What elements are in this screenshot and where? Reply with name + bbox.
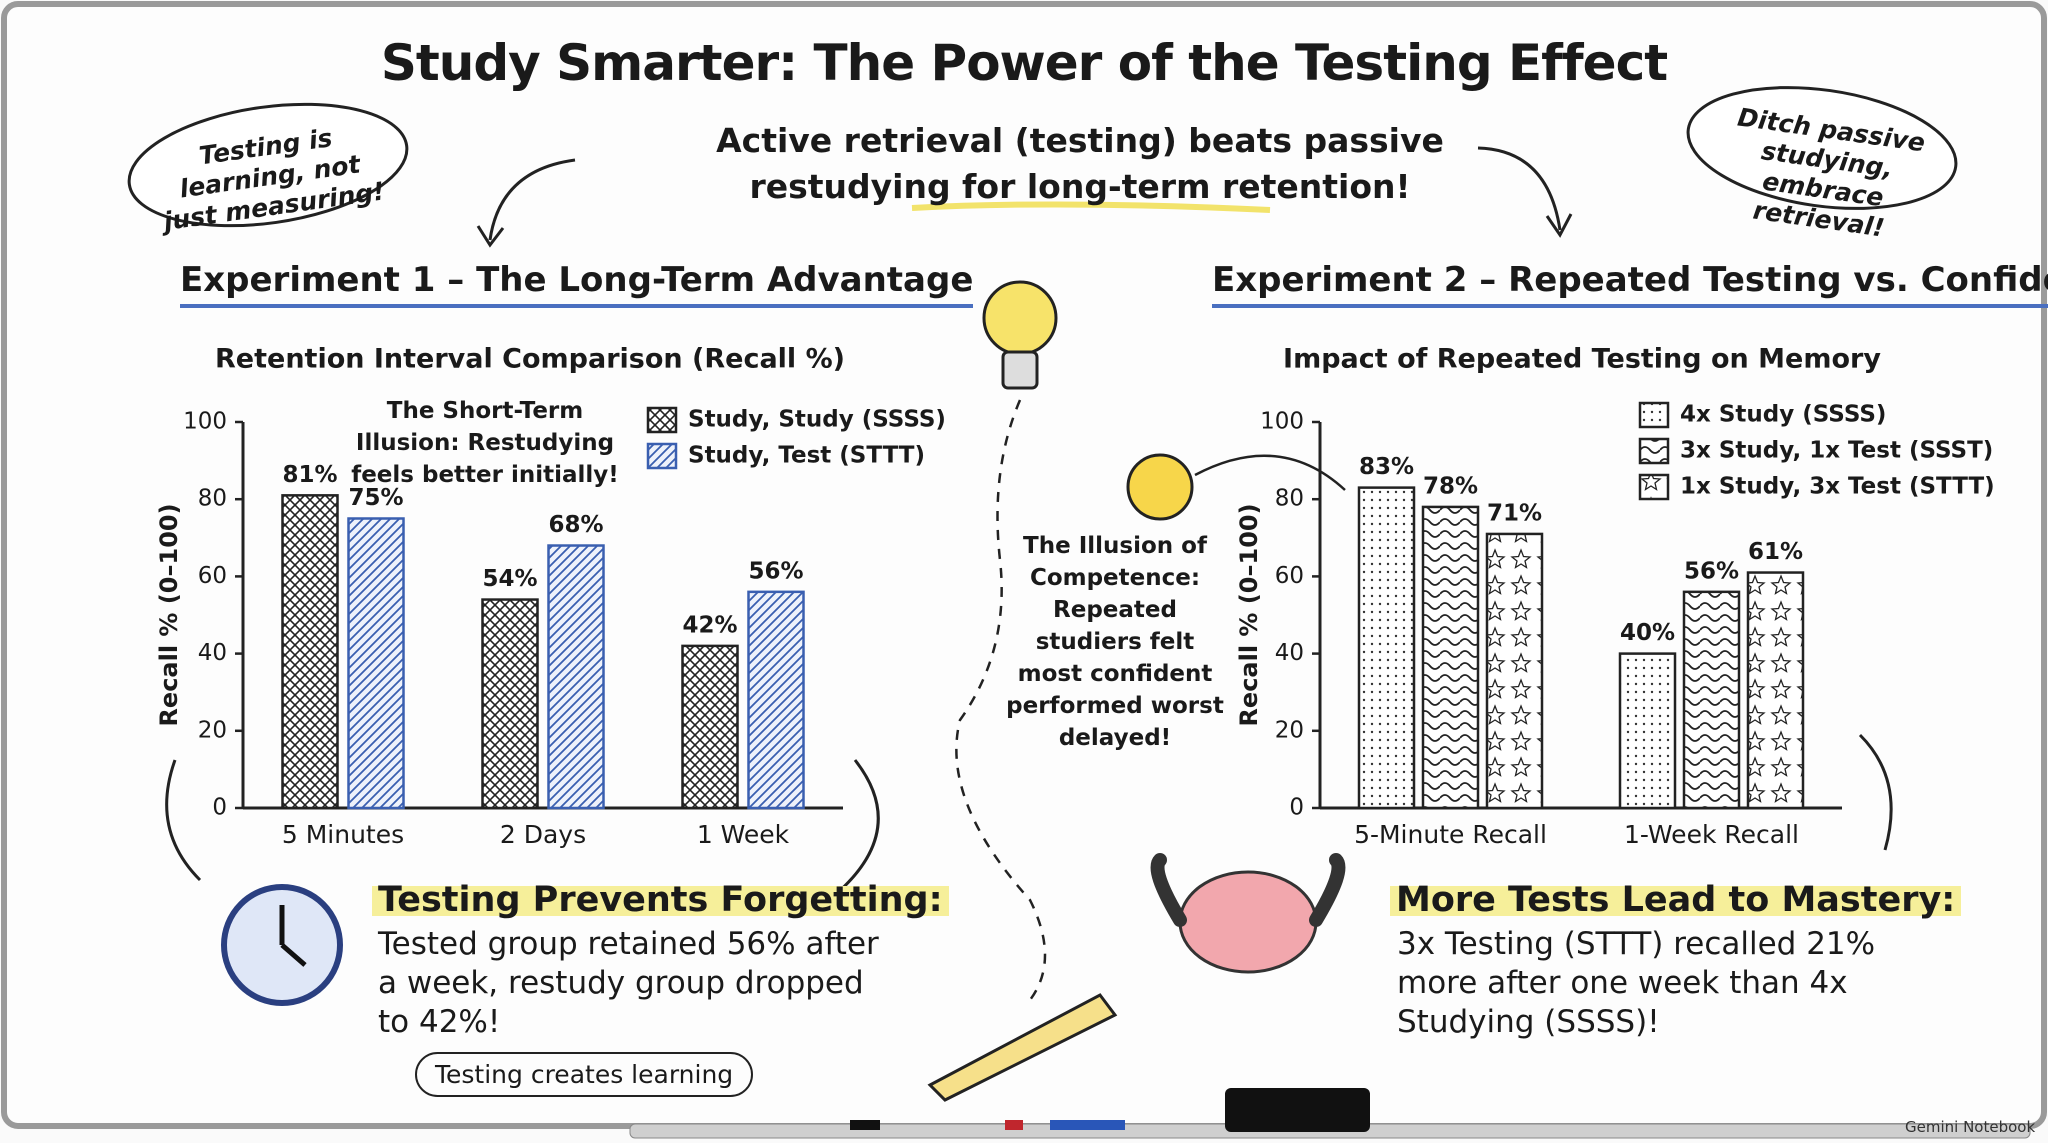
bar	[747, 590, 805, 810]
value-label: 83%	[1359, 454, 1414, 480]
takeaway-text: Tested group retained 56% after a week, …	[378, 926, 879, 1040]
bar	[1421, 505, 1480, 810]
highlight-underline	[911, 201, 1271, 213]
y-tick-label: 100	[1260, 409, 1304, 435]
y-tick-label: 20	[1275, 717, 1304, 743]
arms	[1150, 853, 1346, 927]
y-tick-label: 40	[198, 640, 227, 666]
bar	[547, 544, 605, 810]
chart-title: Retention Interval Comparison (Recall %)	[215, 344, 845, 375]
y-tick-label: 60	[198, 563, 227, 589]
y-tick-label: 0	[212, 795, 227, 821]
y-tick-label: 100	[183, 409, 227, 435]
face-emoji	[1126, 453, 1194, 521]
arrow-head	[1545, 213, 1573, 238]
y-tick-label: 60	[1275, 563, 1304, 589]
bar	[1746, 571, 1805, 810]
arrow	[834, 759, 880, 897]
dashed-path	[955, 399, 1047, 1001]
y-axis-label: Recall % (0–100)	[155, 503, 183, 726]
legend-label: Study, Test (STTT)	[688, 443, 925, 469]
marker	[1005, 1120, 1023, 1130]
section-heading: Experiment 2 – Repeated Testing vs. Conf…	[1212, 260, 2048, 308]
takeaway-title: More Tests Lead to Mastery:	[1390, 880, 1962, 920]
chart-annotation: The Illusion of Competence: Repeated stu…	[1006, 533, 1224, 751]
brain	[1178, 870, 1318, 974]
speech-bubble	[1686, 86, 1958, 210]
value-label: 56%	[748, 558, 803, 584]
value-label: 61%	[1748, 539, 1803, 565]
bar	[1485, 532, 1544, 810]
arrow	[1194, 454, 1346, 491]
value-label: 42%	[682, 612, 737, 638]
x-tick-label: 1-Week Recall	[1624, 820, 1799, 849]
arrow	[1477, 146, 1562, 231]
legend-label: 1x Study, 3x Test (STTT)	[1680, 474, 1995, 500]
legend-swatch	[1638, 401, 1670, 429]
bar	[481, 598, 539, 810]
legend-label: Study, Study (SSSS)	[688, 407, 946, 433]
main-title: Study Smarter: The Power of the Testing …	[380, 34, 1668, 92]
eraser	[1225, 1088, 1370, 1132]
y-tick-label: 80	[198, 486, 227, 512]
arrow-head	[476, 225, 505, 248]
speech-bubble	[127, 102, 409, 228]
marker	[1050, 1120, 1125, 1130]
footer-badge: Testing creates learning	[415, 1052, 754, 1097]
bar	[281, 494, 339, 810]
bar	[1618, 652, 1677, 810]
y-axis-label: Recall % (0–100)	[1235, 503, 1263, 726]
arrow	[488, 158, 576, 241]
x-tick-label: 5-Minute Recall	[1354, 820, 1547, 849]
bar	[681, 644, 739, 810]
x-tick-label: 1 Week	[697, 820, 790, 849]
pencil	[927, 993, 1118, 1102]
subtitle: Active retrieval (testing) beats passive…	[716, 121, 1444, 206]
bar	[1357, 486, 1416, 810]
bar	[1682, 590, 1741, 810]
y-tick-label: 80	[1275, 486, 1304, 512]
legend-label: 3x Study, 1x Test (SSST)	[1680, 438, 1993, 464]
arrow	[165, 759, 202, 882]
lightbulb-base	[1001, 350, 1039, 390]
lightbulb	[982, 280, 1058, 356]
arrow	[1858, 733, 1893, 851]
takeaway-text: 3x Testing (STTT) recalled 21% more afte…	[1397, 926, 1876, 1040]
value-label: 54%	[482, 566, 537, 592]
legend-swatch	[646, 442, 678, 470]
marker	[850, 1120, 880, 1130]
section-heading: Experiment 1 – The Long-Term Advantage	[180, 260, 974, 308]
x-tick-label: 5 Minutes	[282, 820, 404, 849]
value-label: 78%	[1423, 473, 1478, 499]
chart-annotation: The Short-Term Illusion: Restudying feel…	[351, 398, 619, 488]
clock-hands	[279, 905, 307, 967]
legend-swatch	[1638, 473, 1670, 501]
legend-label: 4x Study (SSSS)	[1680, 402, 1886, 428]
value-label: 75%	[348, 485, 403, 511]
value-label: 81%	[282, 462, 337, 488]
value-label: 68%	[548, 512, 603, 538]
takeaway-title: Testing Prevents Forgetting:	[372, 880, 949, 920]
y-tick-label: 40	[1275, 640, 1304, 666]
y-tick-label: 0	[1289, 795, 1304, 821]
value-label: 56%	[1684, 558, 1739, 584]
bar	[347, 517, 405, 810]
legend-swatch	[1638, 437, 1670, 465]
chart-title: Impact of Repeated Testing on Memory	[1283, 344, 1881, 375]
legend-swatch	[646, 406, 678, 434]
watermark: Gemini Notebook	[1905, 1118, 2036, 1136]
value-label: 71%	[1487, 500, 1542, 526]
value-label: 40%	[1620, 620, 1675, 646]
x-tick-label: 2 Days	[500, 820, 586, 849]
y-tick-label: 20	[198, 717, 227, 743]
